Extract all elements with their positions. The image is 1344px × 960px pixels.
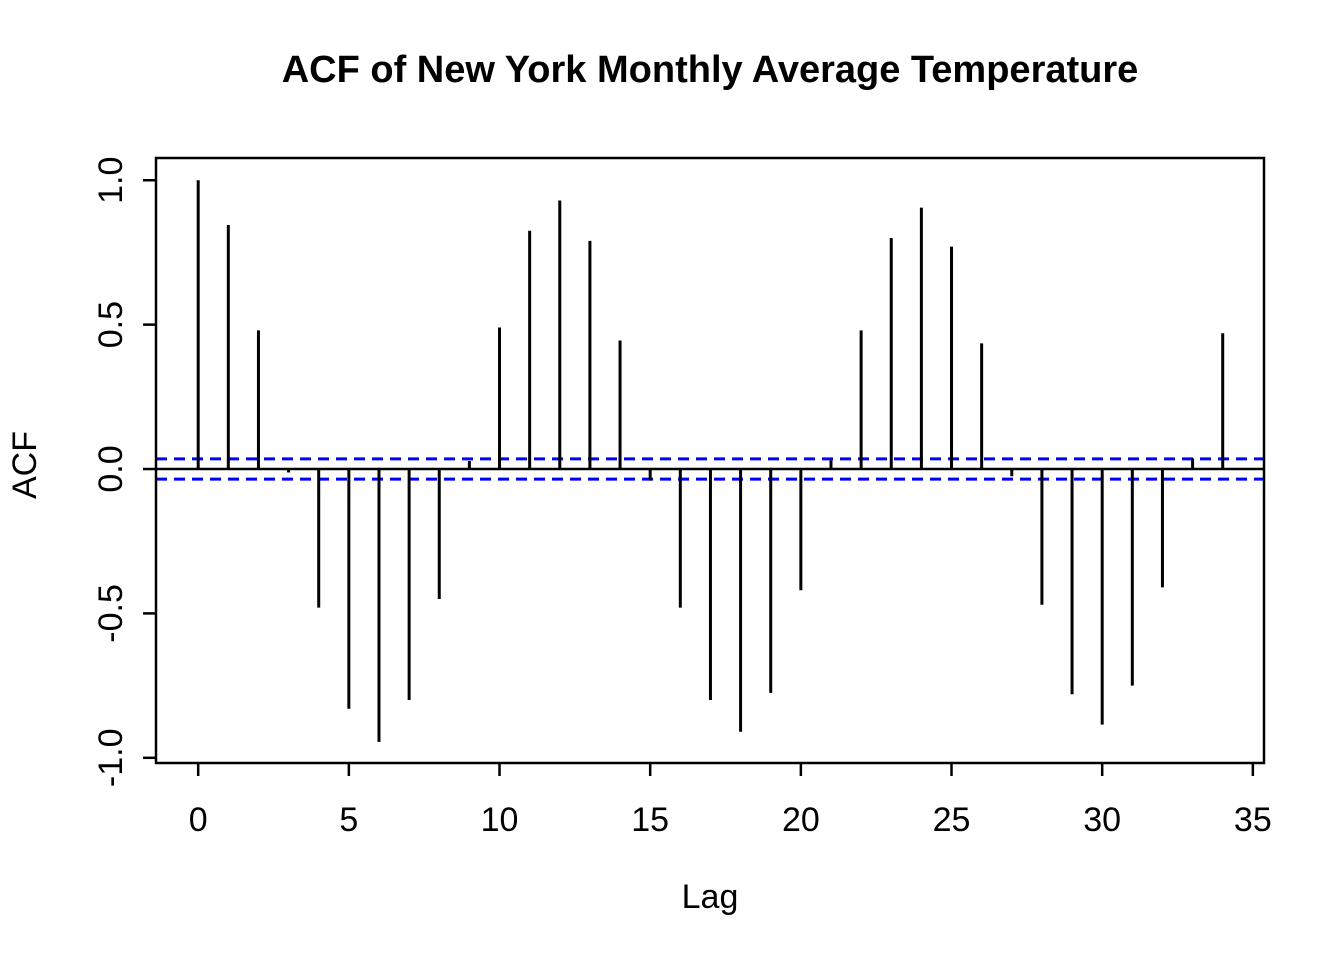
x-tick-label-30: 30 xyxy=(1083,801,1121,839)
x-tick-label-25: 25 xyxy=(933,801,971,839)
y-tick-label--1.0: -1.0 xyxy=(92,729,130,788)
y-tick-label-1.0: 1.0 xyxy=(92,157,130,204)
plot-border xyxy=(154,156,1266,765)
x-tick-label-15: 15 xyxy=(631,801,669,839)
y-axis-title: ACF xyxy=(6,431,44,499)
y-tick-label-0.0: 0.0 xyxy=(92,445,130,492)
y-tick-label-0.5: 0.5 xyxy=(92,301,130,348)
x-tick-label-5: 5 xyxy=(339,801,358,839)
chart-title: ACF of New York Monthly Average Temperat… xyxy=(282,49,1139,91)
y-tick-label--0.5: -0.5 xyxy=(92,584,130,643)
x-tick-label-10: 10 xyxy=(481,801,519,839)
plot-area: 0 5 10 15 20 25 30 35 1.0 0.5 0.0 -0.5 -1.0 xyxy=(92,157,1272,839)
x-tick-label-20: 20 xyxy=(782,801,820,839)
x-axis-title: Lag xyxy=(682,878,739,916)
x-tick-label-35: 35 xyxy=(1234,801,1272,839)
x-tick-label-0: 0 xyxy=(189,801,208,839)
